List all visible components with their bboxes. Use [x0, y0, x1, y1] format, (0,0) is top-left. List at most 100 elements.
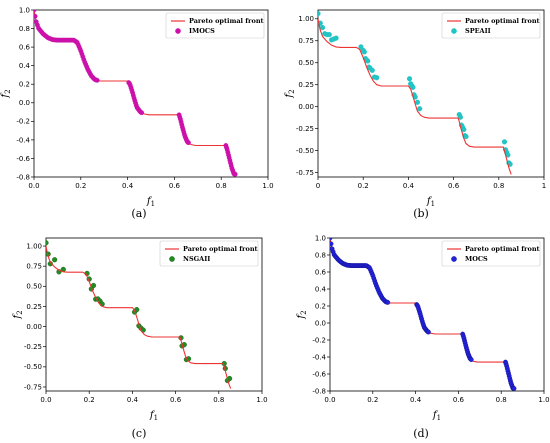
y-tick-label: -0.4 — [16, 136, 30, 144]
y-tick-label: -0.50 — [24, 363, 42, 371]
data-point — [330, 241, 334, 247]
panel-caption: (d) — [413, 427, 429, 440]
data-point — [330, 238, 333, 241]
data-point — [34, 13, 38, 19]
x-tick-label: 0 — [316, 182, 320, 190]
legend-box — [165, 12, 265, 39]
x-axis-label: f1 — [426, 196, 435, 208]
x-axis-label-subscript: 1 — [431, 200, 435, 208]
y-tick-label: -0.6 — [16, 155, 30, 163]
y-tick-label: 0.6 — [19, 44, 31, 52]
y-tick-label: -0.75 — [296, 169, 314, 177]
y-tick-label: 1.00 — [298, 15, 314, 23]
x-axis-label: f1 — [146, 196, 155, 208]
x-tick-label: 0.4 — [403, 182, 415, 190]
x-tick-label: 0.4 — [127, 396, 139, 404]
y-tick-label: 0.75 — [26, 263, 42, 271]
y-tick-label: 0.00 — [26, 323, 42, 331]
x-tick-label: 1.0 — [256, 396, 267, 404]
panel-caption: (c) — [132, 427, 147, 440]
data-point — [186, 140, 191, 146]
data-point — [457, 114, 463, 120]
y-tick-label: -0.2 — [16, 118, 30, 126]
panel-a: 0.0 0.2 0.4 0.6 0.8 1.0 1.0 0.8 0.6 0.4 0.2 0.0 -0.2… — [0, 6, 274, 220]
x-tick-label: 0.8 — [493, 182, 504, 190]
y-tick-label: 1.0 — [19, 6, 30, 14]
legend-marker-swatch — [451, 28, 457, 34]
data-point — [374, 75, 380, 81]
legend-box — [441, 240, 541, 267]
x-axis-label-subscript: 1 — [154, 414, 158, 422]
legend-label-series: NSGAII — [183, 255, 210, 263]
data-area — [330, 238, 517, 391]
legend-box — [441, 12, 541, 39]
x-tick-label: 0.0 — [28, 182, 39, 190]
y-tick-label: -0.2 — [312, 336, 326, 344]
data-point — [361, 49, 367, 55]
x-axis-label: f1 — [149, 410, 158, 422]
x-tick-label: 0.6 — [453, 396, 465, 404]
data-area — [46, 240, 233, 389]
y-axis-label: f2 — [284, 89, 296, 98]
x-tick-label: 0.6 — [448, 182, 460, 190]
panel-c: 0.0 0.2 0.4 0.6 0.8 1.0 1.00 0.75 0.50 0.25 0.00 -0… — [12, 237, 268, 440]
panel-b: 0 0.2 0.4 0.6 0.8 1 1.00 0.75 0.50 0.25 0.00 -0.25 -… — [284, 9, 546, 220]
y-tick-label: 0.25 — [26, 303, 42, 311]
y-axis-label: f2 — [296, 310, 308, 319]
legend-label-front: Pareto optimal front — [189, 17, 264, 25]
legend-marker-swatch — [169, 256, 175, 262]
y-tick-label: -0.8 — [16, 173, 30, 181]
x-tick-label: 0.8 — [216, 182, 227, 190]
y-tick-label: 0.50 — [298, 59, 314, 67]
legend: Pareto optimal front NSGAII — [159, 240, 259, 267]
data-point — [319, 24, 326, 31]
x-tick-label: 0.4 — [410, 396, 422, 404]
y-tick-label: -0.25 — [24, 343, 42, 351]
y-tick-label: 0.2 — [315, 302, 326, 310]
x-tick-label: 0.8 — [496, 396, 507, 404]
plot-frame — [317, 9, 545, 178]
data-point — [468, 357, 474, 362]
x-axis-label: f1 — [432, 410, 441, 422]
y-axis-label-subscript: 2 — [300, 310, 308, 314]
legend-label-front: Pareto optimal front — [465, 17, 540, 25]
y-tick-label: 0.8 — [315, 251, 326, 259]
y-axis-label-subscript: 2 — [16, 310, 24, 314]
x-tick-label: 1 — [542, 182, 546, 190]
data-point — [406, 76, 413, 82]
pareto-front-line — [318, 18, 512, 175]
y-axis-label-subscript: 2 — [4, 89, 12, 93]
data-point — [501, 139, 508, 145]
data-point — [46, 240, 49, 246]
plot-frame — [33, 9, 269, 178]
legend: Pareto optimal front SPEAII — [441, 12, 541, 39]
x-tick-label: 0.2 — [358, 182, 369, 190]
y-tick-label: -0.4 — [312, 353, 326, 361]
data-point — [94, 77, 100, 83]
data-point — [326, 32, 332, 38]
panel-caption: (a) — [131, 207, 146, 220]
y-tick-label: 0.00 — [298, 103, 314, 111]
legend-label-series: IMOCS — [189, 27, 215, 35]
data-point — [369, 67, 375, 73]
data-area — [34, 10, 238, 177]
panel-caption: (b) — [413, 207, 429, 220]
y-tick-label: 0.4 — [315, 285, 327, 293]
x-tick-label: 0.6 — [170, 396, 182, 404]
y-axis-label: f2 — [12, 310, 24, 319]
y-tick-label: 0.75 — [298, 37, 314, 45]
panel-d: 0.0 0.2 0.4 0.6 0.8 1.0 1.0 0.8 0.6 0.4 0.2 0.0 -0.2… — [296, 234, 550, 440]
data-point — [318, 10, 321, 17]
data-point — [34, 10, 37, 13]
x-tick-label: 1.0 — [262, 182, 273, 190]
plot-frame — [45, 237, 263, 392]
x-tick-label: 0.0 — [324, 396, 335, 404]
x-tick-label: 0.2 — [84, 396, 95, 404]
y-tick-label: 0.0 — [19, 99, 30, 107]
y-tick-label: 0.0 — [315, 319, 326, 327]
data-point — [139, 110, 145, 116]
legend-label-front: Pareto optimal front — [183, 245, 258, 253]
y-tick-label: -0.25 — [296, 125, 314, 133]
legend-marker-swatch — [175, 28, 181, 34]
